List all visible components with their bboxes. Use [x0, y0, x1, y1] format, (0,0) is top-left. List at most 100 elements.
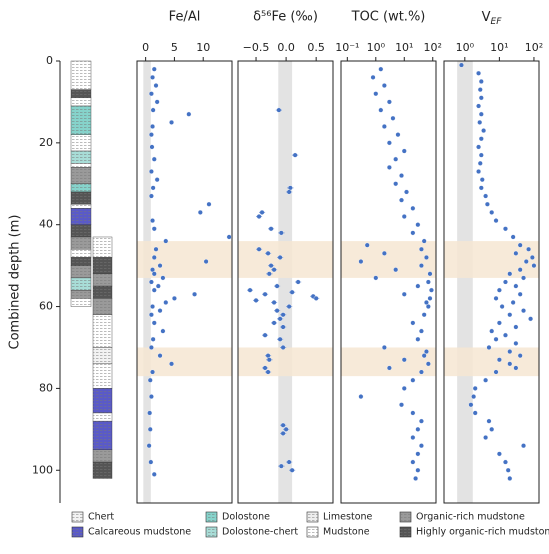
data-point: [493, 218, 499, 224]
lithology-texture: [71, 183, 91, 192]
data-point: [256, 246, 262, 252]
data-point: [472, 410, 478, 416]
data-point: [410, 205, 416, 211]
data-point: [150, 185, 156, 191]
data-point: [531, 263, 537, 269]
data-point: [271, 320, 277, 326]
data-point: [151, 471, 157, 477]
data-point: [160, 328, 166, 334]
legend-label: Calcareous mudstone: [88, 527, 191, 538]
lithology-texture: [71, 167, 91, 184]
data-point: [262, 332, 268, 338]
data-point: [418, 263, 424, 269]
data-point: [479, 177, 485, 183]
data-point: [415, 451, 421, 457]
data-point: [425, 279, 431, 285]
data-point: [364, 242, 370, 248]
data-point: [425, 361, 431, 367]
data-point: [481, 128, 487, 134]
data-point: [151, 271, 157, 277]
data-point: [147, 410, 153, 416]
data-point: [415, 283, 421, 289]
data-point: [513, 283, 519, 289]
lithology-texture: [71, 97, 91, 107]
lithology-texture: [93, 421, 112, 450]
data-point: [266, 271, 272, 277]
data-point: [496, 320, 502, 326]
data-point: [489, 209, 495, 215]
data-point: [478, 111, 484, 117]
data-point: [148, 459, 154, 465]
lithology-texture: [71, 224, 91, 237]
lithology-texture: [93, 363, 112, 389]
data-point: [401, 291, 407, 297]
data-point: [477, 87, 483, 93]
data-point: [151, 66, 157, 72]
data-point: [283, 426, 289, 432]
x-tick-label: 10¹: [395, 41, 413, 54]
legend-label: Highly organic-rich mudstone: [416, 527, 549, 538]
data-point: [151, 226, 157, 232]
data-point: [163, 238, 169, 244]
legend-texture: [72, 527, 83, 537]
x-tick-label: −0.5: [243, 41, 270, 54]
data-point: [289, 289, 295, 295]
x-tick-label: 10: [196, 41, 210, 54]
lithology-texture: [71, 163, 91, 168]
lithology-texture: [93, 347, 112, 364]
data-point: [423, 349, 429, 355]
data-point: [476, 168, 482, 174]
data-point: [423, 299, 429, 305]
data-point: [505, 467, 511, 473]
data-point: [280, 344, 286, 350]
data-point: [295, 279, 301, 285]
data-point: [262, 365, 268, 371]
data-point: [521, 443, 527, 449]
x-tick-label: 10⁰: [456, 41, 475, 54]
panel-frame: [443, 60, 540, 504]
data-point: [496, 357, 502, 363]
data-point: [415, 426, 421, 432]
legend-label: Chert: [88, 512, 114, 523]
data-point: [425, 304, 431, 310]
legend-label: Dolostone-chert: [222, 527, 298, 538]
depth-axis-label: Combined depth (m): [8, 215, 23, 350]
data-point: [476, 70, 482, 76]
data-point: [493, 295, 499, 301]
data-point: [277, 316, 283, 322]
data-point: [507, 349, 513, 355]
data-point: [496, 287, 502, 293]
data-point: [146, 443, 152, 449]
data-point: [150, 218, 156, 224]
data-point: [271, 299, 277, 305]
data-point: [157, 263, 163, 269]
data-point: [271, 267, 277, 273]
data-point: [147, 377, 153, 383]
data-point: [381, 123, 387, 129]
data-point: [278, 230, 284, 236]
panel-frame: [340, 60, 437, 504]
data-point: [148, 394, 154, 400]
data-point: [493, 369, 499, 375]
data-point: [381, 250, 387, 256]
data-point: [262, 291, 268, 297]
lithology-texture: [71, 191, 91, 205]
data-point: [280, 312, 286, 318]
data-point: [410, 435, 416, 441]
data-point: [410, 320, 416, 326]
panel-frame: [136, 60, 233, 504]
legend-texture: [206, 527, 217, 537]
data-point: [265, 250, 271, 256]
highlight-interval: [444, 347, 539, 377]
data-point: [427, 271, 433, 277]
lithology-texture: [71, 208, 91, 225]
panel-title: δ⁵⁶Fe (‰): [253, 10, 318, 25]
data-point: [286, 304, 292, 310]
data-point: [274, 283, 280, 289]
data-point: [276, 107, 282, 113]
data-point: [477, 119, 483, 125]
data-point: [148, 168, 154, 174]
panel-title: TOC (wt.%): [351, 10, 426, 25]
lithology-texture: [93, 388, 112, 413]
data-point: [507, 312, 513, 318]
